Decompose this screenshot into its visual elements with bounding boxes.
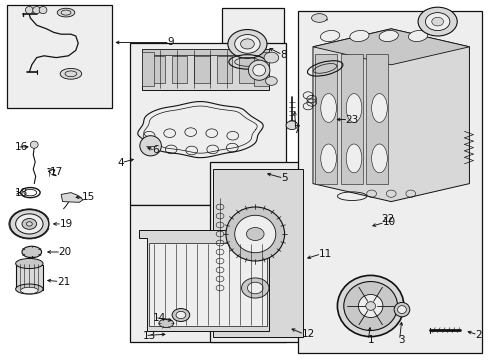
Bar	[340, 54, 362, 184]
Bar	[366, 54, 387, 184]
Bar	[7, 5, 112, 108]
Ellipse shape	[349, 31, 368, 41]
Ellipse shape	[10, 210, 49, 238]
Text: 4: 4	[117, 158, 123, 168]
Ellipse shape	[252, 64, 265, 76]
Ellipse shape	[234, 35, 260, 53]
Text: 1: 1	[366, 335, 373, 345]
Ellipse shape	[320, 94, 336, 122]
Polygon shape	[312, 29, 468, 202]
Text: 11: 11	[318, 249, 331, 259]
Text: 18: 18	[15, 188, 28, 198]
Bar	[212, 169, 303, 337]
Ellipse shape	[241, 278, 268, 298]
Ellipse shape	[346, 94, 361, 122]
Bar	[16, 265, 43, 290]
Ellipse shape	[33, 6, 41, 14]
Text: 8: 8	[280, 50, 286, 60]
Bar	[129, 205, 285, 342]
Text: 12: 12	[301, 329, 314, 339]
Text: 7: 7	[293, 125, 300, 135]
Ellipse shape	[30, 141, 38, 148]
Ellipse shape	[159, 319, 173, 328]
Text: 15: 15	[81, 192, 95, 202]
Ellipse shape	[407, 31, 427, 41]
Ellipse shape	[265, 77, 277, 85]
Ellipse shape	[425, 13, 449, 31]
Ellipse shape	[240, 39, 254, 49]
Text: 10: 10	[382, 217, 395, 228]
Bar	[216, 56, 232, 83]
Ellipse shape	[20, 287, 38, 294]
Text: 22: 22	[380, 214, 394, 224]
Ellipse shape	[22, 246, 41, 258]
Bar	[129, 43, 285, 205]
Text: 2: 2	[474, 330, 481, 340]
Bar	[254, 52, 268, 86]
Ellipse shape	[311, 14, 326, 22]
Ellipse shape	[378, 31, 398, 41]
Bar	[222, 8, 283, 76]
Ellipse shape	[60, 68, 81, 79]
Ellipse shape	[234, 215, 275, 253]
Ellipse shape	[365, 302, 375, 310]
Ellipse shape	[57, 8, 75, 17]
Polygon shape	[312, 29, 468, 65]
Ellipse shape	[343, 282, 397, 330]
Ellipse shape	[371, 144, 386, 173]
Text: 6: 6	[152, 145, 159, 156]
Ellipse shape	[393, 302, 409, 317]
Ellipse shape	[16, 258, 43, 269]
Ellipse shape	[246, 228, 264, 240]
Ellipse shape	[371, 94, 386, 122]
Text: 5: 5	[281, 173, 287, 183]
Text: 3: 3	[398, 335, 405, 345]
Ellipse shape	[25, 6, 33, 14]
Bar	[194, 56, 209, 83]
Ellipse shape	[172, 309, 189, 321]
Bar	[171, 56, 187, 83]
Text: 13: 13	[142, 330, 156, 341]
Polygon shape	[149, 243, 266, 326]
Ellipse shape	[285, 121, 297, 130]
Polygon shape	[61, 193, 83, 202]
Ellipse shape	[176, 311, 185, 319]
Ellipse shape	[431, 17, 443, 26]
Bar	[239, 56, 254, 83]
Text: 16: 16	[15, 142, 28, 152]
Bar	[149, 56, 164, 83]
Ellipse shape	[16, 284, 43, 294]
Ellipse shape	[140, 136, 161, 156]
Bar	[142, 52, 154, 86]
Ellipse shape	[225, 207, 284, 261]
Ellipse shape	[358, 294, 382, 318]
Ellipse shape	[397, 306, 406, 314]
Text: 9: 9	[167, 37, 174, 48]
Ellipse shape	[264, 52, 278, 63]
Text: 21: 21	[57, 276, 70, 287]
Bar	[142, 49, 268, 55]
Bar	[210, 162, 307, 342]
Ellipse shape	[248, 60, 269, 80]
Text: 23: 23	[345, 114, 358, 125]
Ellipse shape	[320, 144, 336, 173]
Ellipse shape	[320, 31, 339, 41]
Ellipse shape	[16, 214, 43, 234]
Ellipse shape	[39, 6, 47, 14]
Ellipse shape	[417, 7, 456, 36]
Ellipse shape	[227, 30, 266, 58]
Bar	[298, 11, 481, 353]
Text: 17: 17	[50, 167, 63, 177]
Ellipse shape	[346, 144, 361, 173]
Ellipse shape	[22, 219, 37, 229]
Text: 19: 19	[60, 219, 73, 229]
Ellipse shape	[337, 275, 403, 337]
Polygon shape	[139, 230, 276, 331]
Ellipse shape	[247, 282, 263, 294]
Ellipse shape	[26, 222, 32, 226]
Text: 20: 20	[59, 247, 72, 257]
Bar	[315, 54, 337, 184]
Text: 14: 14	[152, 312, 165, 323]
Bar	[142, 49, 268, 90]
